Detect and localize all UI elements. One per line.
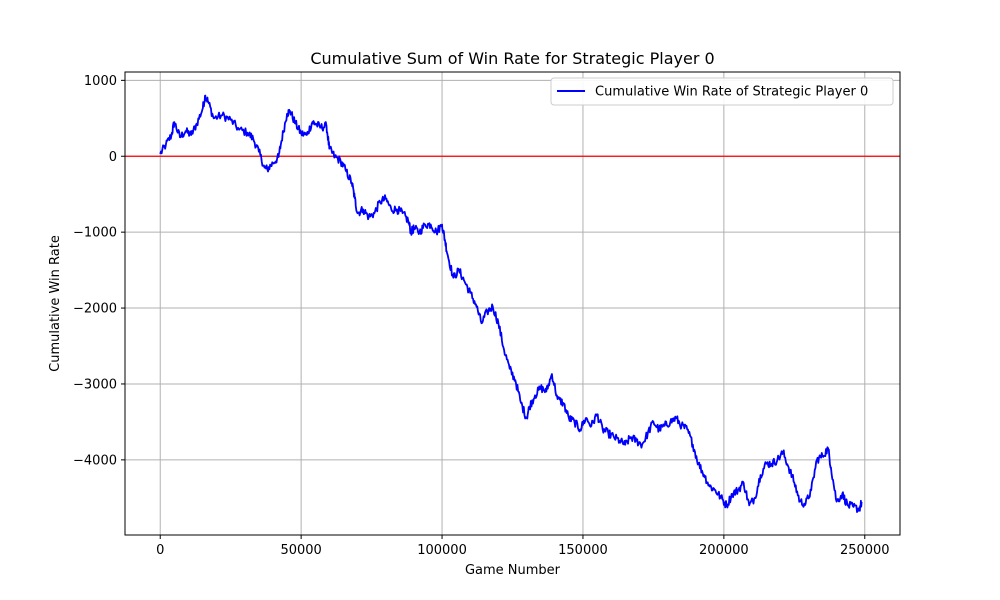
- x-tick-label: 200000: [699, 543, 749, 558]
- y-axis-label: Cumulative Win Rate: [48, 235, 63, 372]
- x-tick-label: 100000: [417, 543, 467, 558]
- x-tick-label: 0: [156, 543, 164, 558]
- y-tick-label: −4000: [73, 453, 117, 468]
- y-tick-label: 0: [109, 150, 117, 165]
- x-tick-label: 150000: [558, 543, 608, 558]
- y-tick-label: −3000: [73, 377, 117, 392]
- x-axis-label: Game Number: [465, 563, 561, 578]
- x-tick-label: 50000: [280, 543, 321, 558]
- legend-entry: Cumulative Win Rate of Strategic Player …: [595, 85, 868, 100]
- chart-title: Cumulative Sum of Win Rate for Strategic…: [310, 49, 714, 68]
- y-tick-label: −1000: [73, 226, 117, 241]
- series-line: [159, 94, 863, 513]
- ticks: 0 50000 100000 150000 200000 250000 1000 0 −1000…: [73, 74, 890, 558]
- y-tick-label: −2000: [73, 302, 117, 317]
- legend-box: [550, 77, 894, 106]
- legend: Cumulative Win Rate of Strategic Player …: [550, 77, 894, 106]
- y-tick-label: 1000: [84, 74, 117, 89]
- series-layer: [159, 94, 863, 513]
- plot-frame: [124, 71, 901, 536]
- x-tick-label: 250000: [840, 543, 890, 558]
